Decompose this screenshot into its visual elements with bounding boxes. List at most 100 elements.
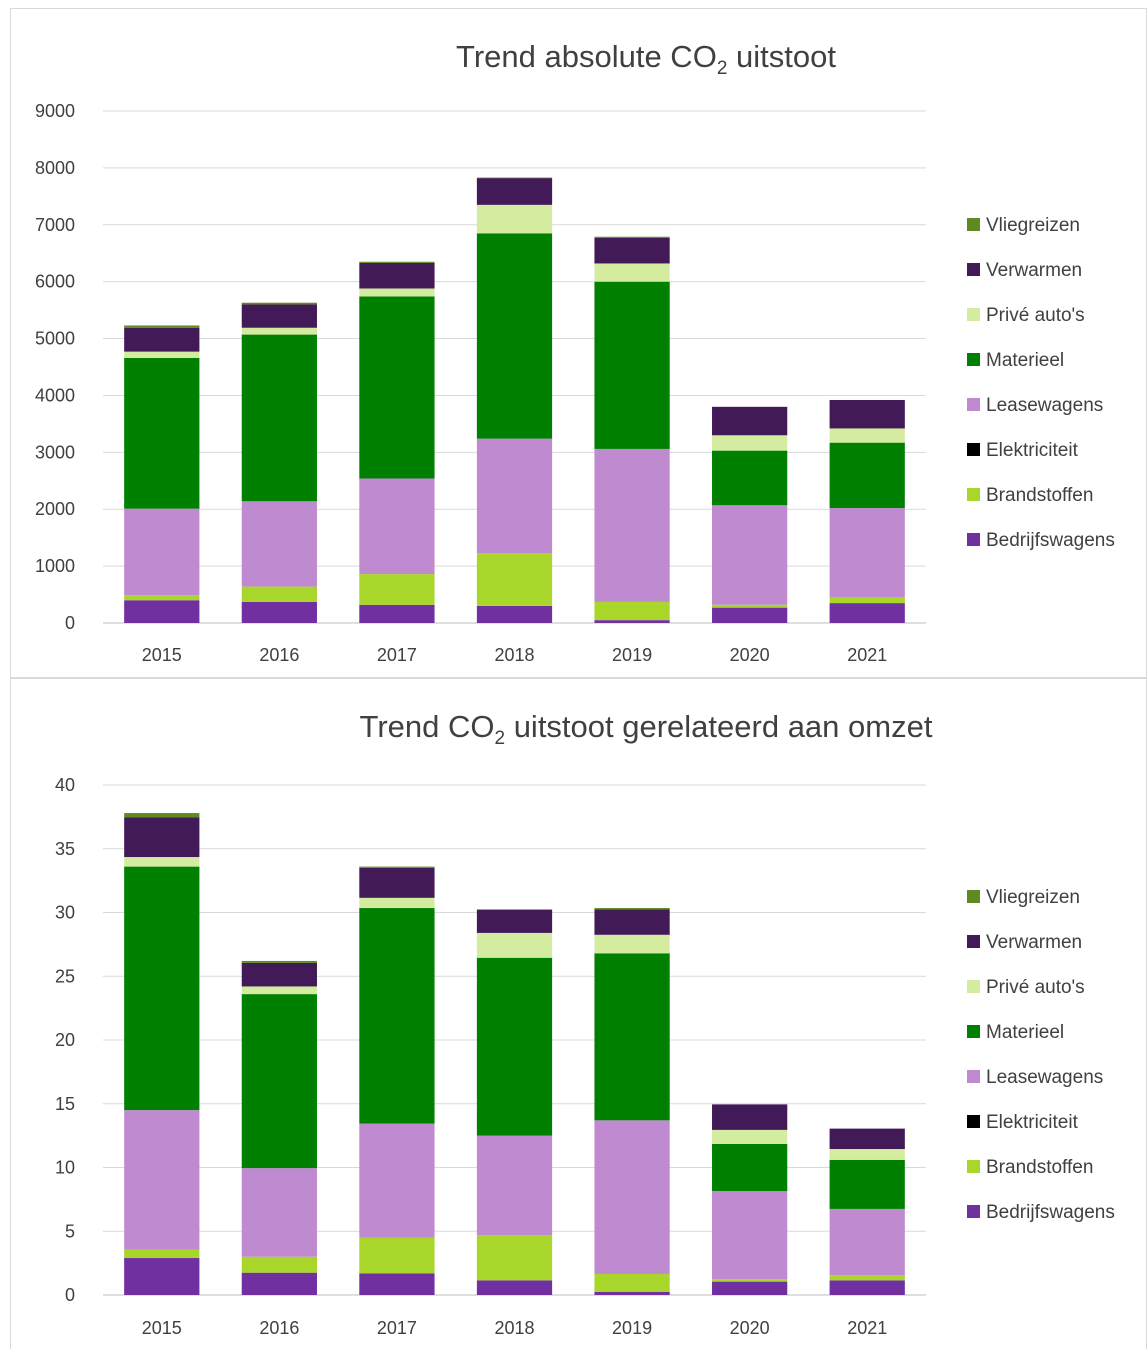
legend-label: Bedrijfswagens <box>986 1202 1115 1223</box>
x-tick-label: 2017 <box>377 1318 417 1338</box>
bar-segment-priv-auto-s-2017 <box>359 288 435 297</box>
x-tick-label: 2017 <box>377 645 417 665</box>
x-tick-label: 2015 <box>142 1318 182 1338</box>
y-tick-label: 4000 <box>35 385 75 405</box>
legend-label: Brandstoffen <box>986 485 1093 506</box>
bar-segment-priv-auto-s-2018 <box>476 932 553 958</box>
bar-segment-priv-auto-s-2019 <box>594 263 670 282</box>
bar-segment-verwarmen-2021 <box>829 399 905 429</box>
legend-swatch <box>967 1070 980 1083</box>
bar-segment-verwarmen-2019 <box>594 237 670 264</box>
bar-segment-leasewagens-2019 <box>594 448 670 602</box>
bar-segment-brandstoffen-2019 <box>594 601 670 621</box>
y-tick-label: 1000 <box>35 556 75 576</box>
bar-segment-leasewagens-2018 <box>476 438 553 554</box>
x-tick-label: 2020 <box>730 645 770 665</box>
bar-segment-materieel-2020 <box>712 450 788 506</box>
bar-segment-verwarmen-2018 <box>476 178 553 205</box>
chart-panel-absolute: Trend absolute CO2 uitstoot 0 1000 2000 300… <box>10 8 1147 678</box>
y-tick-label: 0 <box>65 613 75 633</box>
y-tick-label: 5 <box>65 1221 75 1241</box>
bar-segment-leasewagens-2015 <box>124 508 200 596</box>
bar-segment-vliegreizen-2015 <box>124 813 200 818</box>
bar-segment-bedrijfswagens-2017 <box>359 604 435 623</box>
legend-label: Verwarmen <box>986 260 1082 281</box>
bar-segment-materieel-2019 <box>594 953 670 1121</box>
x-tick-label: 2021 <box>847 645 887 665</box>
legend-swatch <box>967 263 980 276</box>
bar-segment-leasewagens-2020 <box>712 1191 788 1280</box>
bar-segment-materieel-2019 <box>594 281 670 449</box>
bar-segment-verwarmen-2020 <box>712 1104 788 1130</box>
y-tick-label: 2000 <box>35 499 75 519</box>
bar-segment-bedrijfswagens-2021 <box>829 1280 905 1295</box>
bar-segment-brandstoffen-2018 <box>476 553 553 606</box>
bar-segment-verwarmen-2016 <box>241 962 317 987</box>
y-tick-label: 40 <box>55 775 75 795</box>
bar-segment-bedrijfswagens-2019 <box>594 620 670 623</box>
bar-segment-priv-auto-s-2017 <box>359 897 435 909</box>
bar-segment-brandstoffen-2017 <box>359 574 435 605</box>
bar-segment-vliegreizen-2017 <box>359 261 435 263</box>
bar-segment-brandstoffen-2021 <box>829 1275 905 1281</box>
bar-segment-priv-auto-s-2016 <box>241 327 317 335</box>
bar-segment-brandstoffen-2020 <box>712 604 788 608</box>
bar-segment-vliegreizen-2019 <box>594 236 670 238</box>
bar-segment-materieel-2017 <box>359 296 435 479</box>
stacked-bar-chart-omzet: 0 5 10 15 20 25 30 35 40 2015 2016 2017 2018 2019 2020… <box>55 775 1115 1338</box>
bar-segment-priv-auto-s-2016 <box>241 986 317 995</box>
bar-segment-bedrijfswagens-2021 <box>829 603 905 623</box>
legend-label: Materieel <box>986 1022 1064 1043</box>
legend-label: Vliegreizen <box>986 215 1080 236</box>
bar-segment-leasewagens-2017 <box>359 478 435 575</box>
bar-segment-vliegreizen-2018 <box>476 177 553 179</box>
bar-segment-bedrijfswagens-2016 <box>241 1272 317 1295</box>
legend-label: Leasewagens <box>986 1067 1103 1088</box>
x-tick-label: 2019 <box>612 1318 652 1338</box>
x-tick-label: 2018 <box>494 1318 534 1338</box>
bar-segment-leasewagens-2021 <box>829 1208 905 1276</box>
legend-swatch <box>967 1160 980 1173</box>
y-tick-label: 0 <box>65 1285 75 1305</box>
legend-swatch <box>967 218 980 231</box>
y-tick-label: 20 <box>55 1030 75 1050</box>
bar-segment-materieel-2016 <box>241 994 317 1169</box>
legend-label: Brandstoffen <box>986 1157 1093 1178</box>
bar-segment-bedrijfswagens-2019 <box>594 1291 670 1295</box>
bar-segment-brandstoffen-2016 <box>241 586 317 602</box>
y-tick-label: 8000 <box>35 158 75 178</box>
legend-swatch <box>967 1205 980 1218</box>
legend-swatch <box>967 443 980 456</box>
bar-segment-verwarmen-2020 <box>712 406 788 436</box>
y-tick-label: 6000 <box>35 272 75 292</box>
legend-label: Privé auto's <box>986 977 1085 998</box>
legend-swatch <box>967 353 980 366</box>
bar-segment-verwarmen-2019 <box>594 909 670 935</box>
bar-segment-bedrijfswagens-2020 <box>712 607 788 623</box>
bar-segment-bedrijfswagens-2017 <box>359 1273 435 1295</box>
bar-segment-materieel-2018 <box>476 233 553 439</box>
bar-segment-vliegreizen-2015 <box>124 325 200 328</box>
legend-swatch <box>967 488 980 501</box>
bar-segment-priv-auto-s-2019 <box>594 934 670 954</box>
legend-label: Verwarmen <box>986 932 1082 953</box>
bar-segment-leasewagens-2015 <box>124 1110 200 1250</box>
bar-segment-priv-auto-s-2020 <box>712 435 788 451</box>
bar-segment-brandstoffen-2019 <box>594 1273 670 1292</box>
bar-segment-vliegreizen-2017 <box>359 866 435 868</box>
bar-segment-priv-auto-s-2015 <box>124 857 200 867</box>
bar-segment-bedrijfswagens-2018 <box>476 1280 553 1295</box>
legend-label: Materieel <box>986 350 1064 371</box>
y-tick-label: 9000 <box>35 101 75 121</box>
bar-segment-bedrijfswagens-2015 <box>124 1258 200 1295</box>
legend-swatch <box>967 890 980 903</box>
legend-label: Bedrijfswagens <box>986 530 1115 551</box>
bar-segment-vliegreizen-2019 <box>594 908 670 910</box>
legend-swatch <box>967 935 980 948</box>
legend-swatch <box>967 308 980 321</box>
x-tick-label: 2016 <box>259 645 299 665</box>
y-tick-label: 3000 <box>35 442 75 462</box>
bar-segment-materieel-2020 <box>712 1143 788 1192</box>
bar-segment-materieel-2021 <box>829 442 905 509</box>
bar-segment-bedrijfswagens-2015 <box>124 600 200 623</box>
